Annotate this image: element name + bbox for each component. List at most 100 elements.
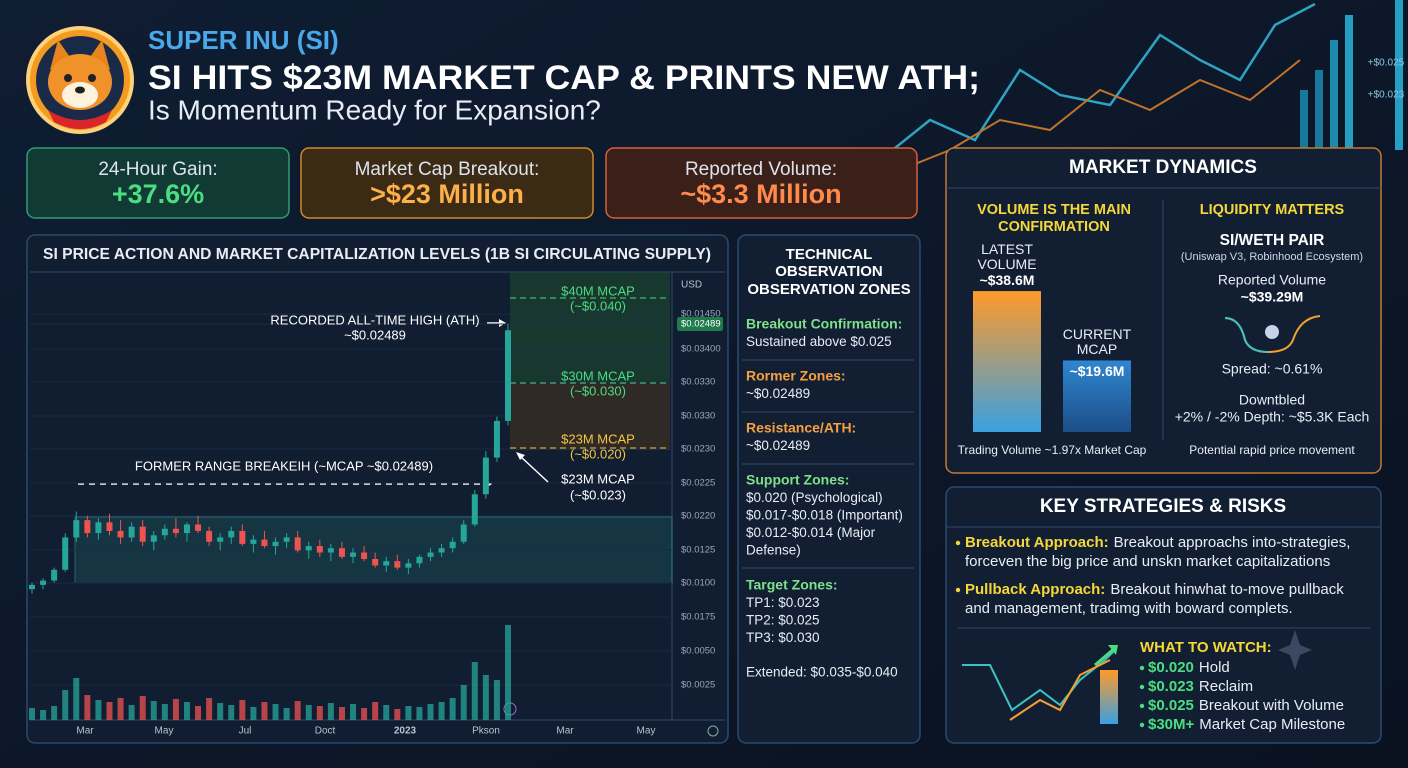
x-label: May: [155, 726, 174, 737]
annotation: $23M MCAP: [561, 471, 635, 486]
volume-bar: [261, 702, 268, 720]
axis-label: $0.0330: [681, 411, 715, 422]
bar-label: LATEST: [981, 241, 1033, 257]
bullet: [955, 587, 961, 593]
annotation: FORMER RANGE BREAKEIH (~MCAP ~$0.02489): [135, 458, 433, 473]
volume-bar: [228, 705, 235, 720]
volume-bar: [361, 708, 368, 720]
title: SI HITS $23M MARKET CAP & PRINTS NEW ATH…: [148, 59, 980, 97]
watch-item-part: $0.020: [1148, 659, 1194, 676]
axis-label: $0.03400: [681, 344, 721, 355]
candle-body: [73, 520, 80, 538]
tech-line: TP3: $0.030: [746, 630, 820, 645]
level-label: $23M MCAP: [561, 431, 635, 446]
decor-label: +$0.025: [1368, 58, 1405, 69]
candle-body: [350, 552, 357, 557]
volume-bar: [84, 695, 91, 720]
axis-label: $0.0125: [681, 545, 715, 556]
panel-title: MARKET DYNAMICS: [1069, 157, 1257, 178]
candle-body: [427, 552, 434, 557]
tech-line: $0.012-$0.014 (Major: [746, 525, 876, 540]
candle-body: [261, 539, 268, 547]
volume-bar: [305, 705, 312, 720]
section-heading: LIQUIDITY MATTERS: [1200, 202, 1345, 218]
candle-body: [228, 530, 235, 538]
volume-bar: [73, 678, 80, 720]
strategy-line-part: Pullback Approach:: [965, 581, 1105, 598]
volume-bar: [482, 675, 489, 720]
watch-item-part: Reclaim: [1199, 678, 1253, 695]
tech-heading: Target Zones:: [746, 577, 838, 593]
volume-bar: [150, 701, 157, 720]
candle-body: [505, 330, 511, 421]
axis-label: $0.0225: [681, 478, 715, 489]
bar-label: CURRENT: [1063, 326, 1132, 342]
strategy-line: and management, tradimg with boward comp…: [965, 600, 1293, 617]
candle-body: [361, 552, 368, 559]
stat-value: >$23 Million: [370, 179, 524, 209]
volume-bar: [172, 699, 179, 720]
candle-body: [272, 541, 279, 547]
watch-item-part: Hold: [1199, 659, 1230, 676]
volume-bar: [438, 702, 445, 720]
volume-bar: [195, 706, 202, 720]
watch-item: $30M+ Market Cap Milestone: [1148, 716, 1345, 733]
volume-bar: [394, 709, 401, 720]
tech-heading: Rormer Zones:: [746, 368, 846, 384]
tech-title: OBSERVATION ZONES: [747, 281, 910, 298]
volume-bar: [161, 704, 168, 720]
volume-bar: [283, 708, 290, 720]
candle-body: [338, 548, 345, 557]
tech-line: Extended: $0.035-$0.040: [746, 665, 898, 680]
volume-bar: [239, 700, 246, 720]
candle-body: [283, 537, 290, 542]
candle-body: [316, 546, 323, 553]
candle-body: [294, 537, 301, 551]
candle-body: [106, 522, 113, 531]
candle-body: [438, 548, 445, 553]
volume-bar: [316, 706, 323, 720]
watch-item-part: $30M+: [1148, 716, 1195, 733]
volume-bar: [350, 704, 357, 720]
watch-item: $0.023 Reclaim: [1148, 678, 1253, 695]
x-label: Mar: [76, 726, 94, 737]
volume-bar: [272, 704, 279, 720]
axis-label: $0.0220: [681, 511, 715, 522]
candle-body: [161, 528, 168, 536]
tech-line: TP2: $0.025: [746, 613, 820, 628]
candle-body: [327, 548, 334, 553]
tech-heading: Resistance/ATH:: [746, 420, 856, 436]
volume-bar: [449, 698, 456, 720]
axis-label: $0.01450: [681, 309, 721, 320]
axis-label: $0.0230: [681, 444, 715, 455]
panel-title: KEY STRATEGIES & RISKS: [1040, 496, 1286, 517]
watch-item-part: $0.025: [1148, 697, 1194, 714]
section-heading: VOLUME IS THE MAIN: [977, 202, 1131, 218]
x-label: May: [637, 726, 656, 737]
watch-item-part: Breakout with Volume: [1199, 697, 1344, 714]
candle-body: [217, 537, 224, 542]
volume-bar: [62, 690, 69, 720]
volume-bar: [372, 702, 379, 720]
volume-compare-bar: [973, 291, 1041, 432]
candle-body: [183, 524, 190, 534]
watch-item: $0.025 Breakout with Volume: [1148, 697, 1344, 714]
volume-bar: [327, 703, 334, 720]
axis-label: $0.02489: [681, 319, 721, 330]
volume-compare-bar: [1063, 360, 1131, 432]
volume-bar: [493, 680, 500, 720]
tech-line: TP1: $0.023: [746, 595, 820, 610]
candle-body: [117, 530, 124, 538]
x-label: Doct: [315, 726, 336, 737]
volume-bar: [338, 707, 345, 720]
candle-body: [493, 420, 500, 458]
volume-bar: [405, 706, 412, 720]
strategy-line-part: Breakout Approach:: [965, 534, 1109, 551]
annotation: RECORDED ALL-TIME HIGH (ATH): [270, 312, 479, 327]
candle-body: [172, 528, 179, 534]
tech-heading: Breakout Confirmation:: [746, 316, 902, 332]
strategy-line-part: Breakout approachs into-strategies,: [1114, 534, 1351, 551]
strategy-line: Pullback Approach: Breakout hinwhat to-mo…: [965, 581, 1344, 598]
candle-body: [239, 530, 246, 544]
x-label: Jul: [239, 726, 252, 737]
